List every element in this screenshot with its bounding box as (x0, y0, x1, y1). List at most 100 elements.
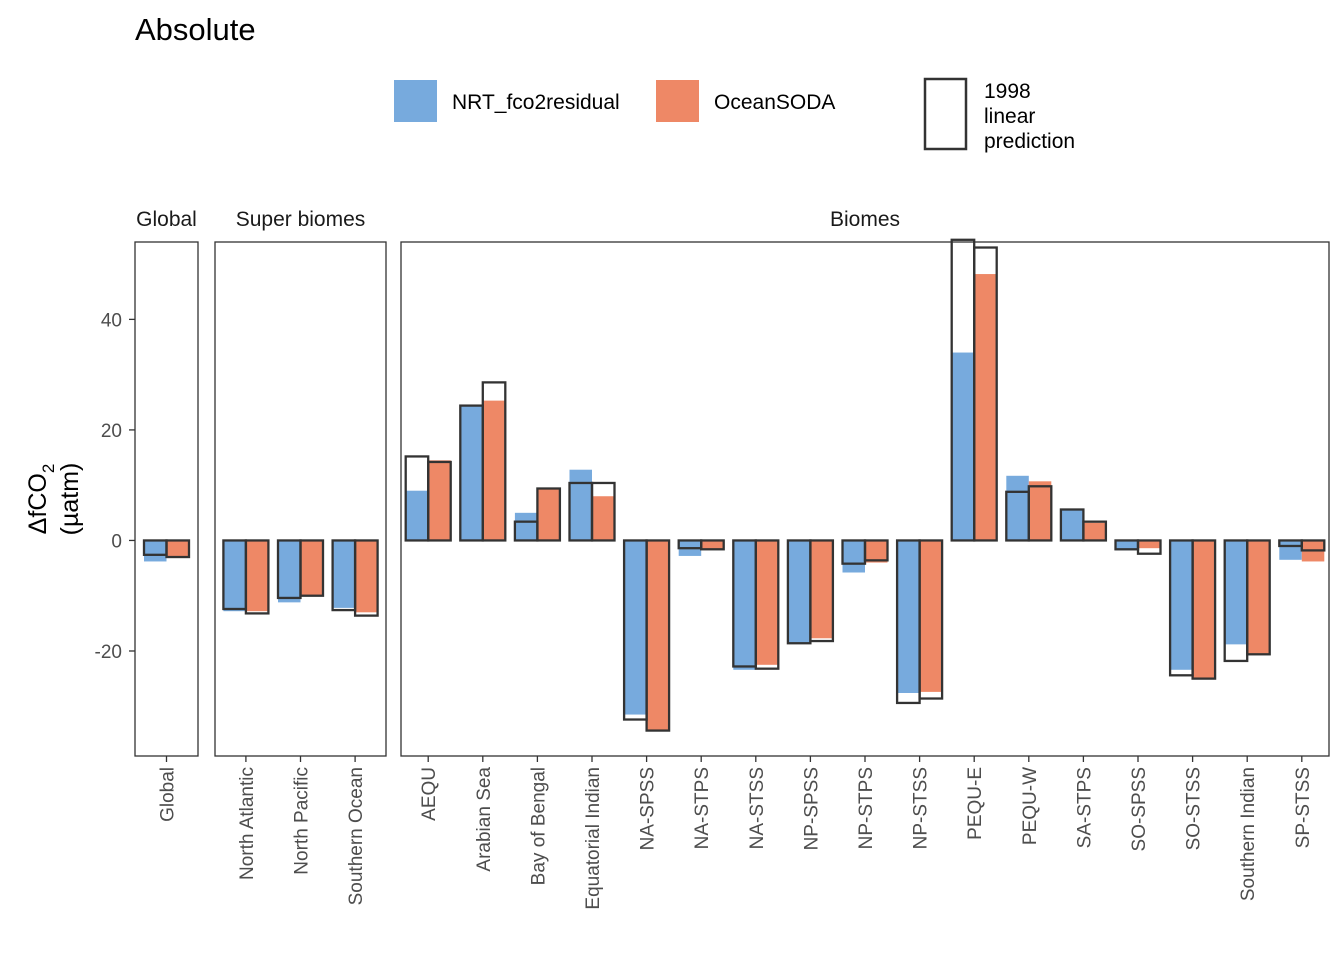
y-tick-label: 20 (101, 421, 122, 442)
bar-linear-prediction-outline (165, 539, 191, 559)
x-tick-label: NP-STPS (856, 767, 877, 849)
bar-nrt-fco2residual (514, 512, 538, 541)
bar-linear-prediction-outline (1246, 539, 1271, 656)
bar-oceansoda (166, 540, 189, 558)
legend-label-linear-prediction-line1: 1998 (984, 80, 1031, 103)
bar-nrt-fco2residual (897, 540, 920, 693)
x-tick-label: Equatorial Indian (583, 767, 604, 910)
bar-linear-prediction-outline (918, 539, 944, 700)
panel-strip-label: Global (136, 208, 197, 231)
bar-oceansoda (755, 540, 779, 665)
bar-oceansoda (865, 540, 888, 563)
x-tick-label: AEQU (419, 767, 440, 821)
x-tick-label: North Pacific (292, 767, 313, 875)
bar-nrt-fco2residual (787, 540, 811, 643)
panels: Global Global Super biomes North Atlantic No… (134, 208, 1330, 910)
bar-nrt-fco2residual (569, 469, 592, 541)
bar-oceansoda (1192, 540, 1216, 679)
y-tick-label: 40 (101, 310, 122, 331)
bar-linear-prediction-outline (299, 539, 325, 597)
bar-nrt-fco2residual (144, 540, 167, 562)
panel-strip-label: Super biomes (236, 208, 366, 231)
bar-nrt-fco2residual (405, 490, 429, 541)
bar-linear-prediction-outline (1191, 539, 1217, 680)
bar-oceansoda (646, 540, 670, 731)
legend-label-linear-prediction-line3: prediction (984, 130, 1075, 153)
bar-oceansoda (300, 540, 323, 596)
y-axis-label-subscript: 2 (39, 464, 58, 473)
y-tick-label: -20 (95, 642, 122, 663)
x-tick-label: Bay of Bengal (528, 767, 549, 885)
bar-oceansoda (1138, 540, 1161, 549)
bar-oceansoda (482, 400, 506, 541)
bar-linear-prediction-outline (353, 539, 379, 617)
x-tick-label: SA-STPS (1074, 767, 1095, 848)
bar-linear-prediction-outline (1027, 485, 1053, 542)
x-tick-label: NP-SPSS (801, 767, 822, 850)
legend-swatch-oceansoda (656, 80, 699, 122)
bar-linear-prediction-outline (481, 381, 507, 542)
legend-label-nrt: NRT_fco2residual (452, 91, 620, 114)
bar-nrt-fco2residual (1006, 475, 1029, 541)
bar-linear-prediction-outline (863, 539, 889, 562)
panel-strip-label: Biomes (830, 208, 900, 231)
bar-oceansoda (355, 540, 378, 613)
chart-title: Absolute (135, 12, 256, 47)
y-tick-label: 0 (111, 531, 122, 552)
bar-oceansoda (537, 488, 560, 541)
bar-linear-prediction-outline (973, 246, 998, 542)
legend-swatch-nrt (394, 80, 437, 122)
bar-linear-prediction-outline (590, 481, 616, 542)
x-tick-label: SO-SPSS (1129, 767, 1150, 851)
x-tick-label: PEQU-W (1020, 767, 1041, 845)
legend-swatch-linear-prediction (923, 77, 968, 151)
bar-nrt-fco2residual (733, 540, 756, 670)
bar-nrt-fco2residual (842, 540, 865, 573)
panel-super-biomes: Super biomes North Atlantic North Pacific S… (214, 208, 387, 905)
legend-label-oceansoda: OceanSODA (714, 91, 835, 114)
bar-oceansoda (974, 274, 997, 541)
bar-nrt-fco2residual (1060, 510, 1084, 541)
x-tick-label: NP-STSS (911, 767, 932, 849)
bar-oceansoda (1083, 522, 1106, 541)
bar-nrt-fco2residual (1224, 540, 1248, 645)
bar-nrt-fco2residual (278, 540, 301, 603)
bar-nrt-fco2residual (332, 540, 356, 608)
bar-linear-prediction-outline (754, 539, 780, 670)
bar-linear-prediction-outline (1136, 539, 1162, 555)
legend: NRT_fco2residual OceanSODA 1998 linear p… (394, 77, 1075, 153)
y-axis-title: ΔfCO2 (µatm) (24, 463, 84, 536)
x-tick-label: NA-SPSS (638, 767, 659, 850)
bar-oceansoda (919, 540, 943, 692)
x-tick-label: PEQU-E (965, 767, 986, 840)
y-axis-unit: (µatm) (56, 463, 84, 536)
legend-label-linear-prediction-line2: linear (984, 105, 1035, 128)
x-tick-label: Southern Ocean (346, 767, 367, 905)
bar-oceansoda (701, 540, 724, 550)
x-tick-label: Arabian Sea (474, 767, 495, 872)
panel-border (214, 241, 387, 757)
panel-global: Global Global (134, 208, 199, 822)
bar-linear-prediction-outline (536, 487, 562, 542)
panel-border (134, 241, 199, 757)
bar-nrt-fco2residual (1279, 540, 1302, 560)
bar-linear-prediction-outline (645, 539, 671, 732)
bar-oceansoda (1247, 540, 1270, 654)
y-axis-label-main: ΔfCO (24, 473, 52, 534)
x-tick-label: Southern Indian (1238, 767, 1259, 901)
bar-oceansoda (428, 460, 451, 541)
bar-nrt-fco2residual (1115, 540, 1138, 551)
bar-nrt-fco2residual (624, 540, 647, 715)
bar-linear-prediction-outline (809, 539, 835, 643)
y-axis-ticks: -20 0 20 40 (95, 310, 135, 663)
bar-linear-prediction-outline (1300, 539, 1326, 552)
bar-nrt-fco2residual (223, 540, 246, 612)
bar-nrt-fco2residual (460, 405, 483, 541)
panel-biomes: Biomes AEQU Arabian Sea Bay of Bengal Equato… (400, 208, 1330, 910)
x-tick-label: NA-STSS (747, 767, 768, 849)
bar-oceansoda (810, 540, 833, 639)
bar-linear-prediction-outline (700, 539, 725, 551)
bar-nrt-fco2residual (951, 352, 975, 541)
x-tick-label: North Atlantic (237, 767, 258, 880)
